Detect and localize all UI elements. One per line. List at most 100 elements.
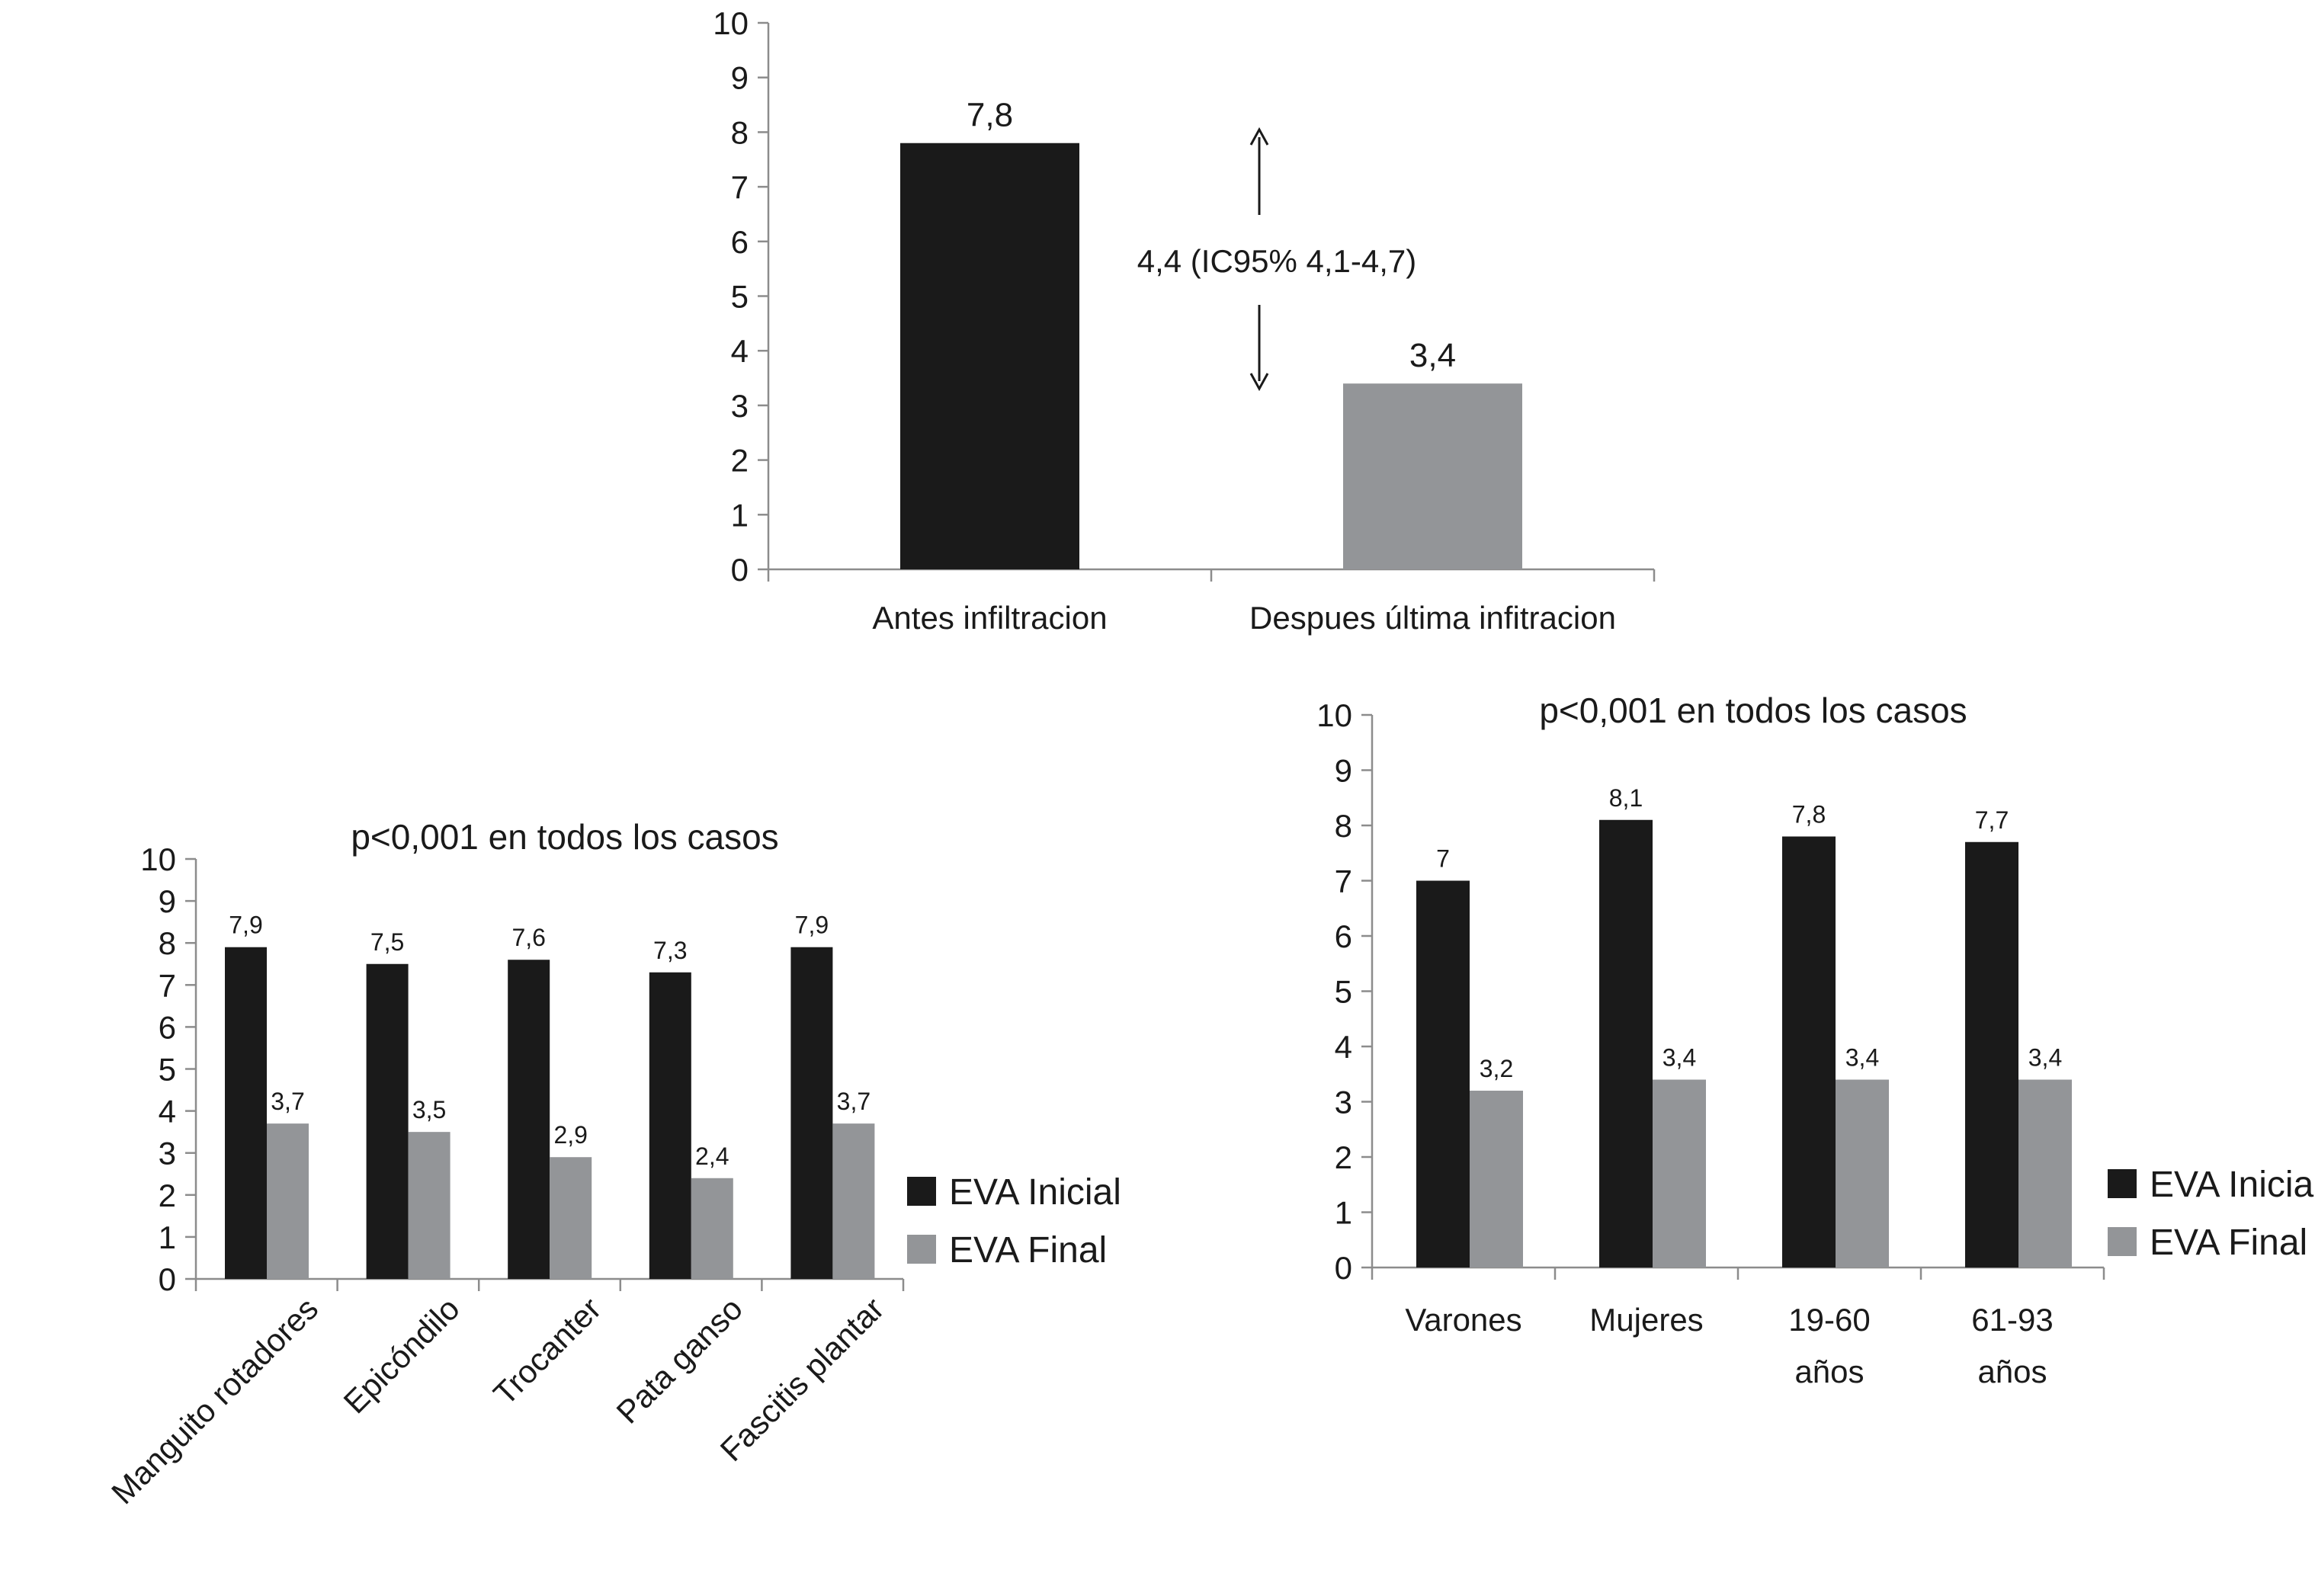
bar-eva-inicial bbox=[649, 972, 691, 1279]
legend-label: EVA Inicial bbox=[2150, 1165, 2315, 1205]
data-label: 7,7 bbox=[1975, 806, 2009, 834]
data-label: 7,5 bbox=[370, 928, 404, 956]
data-label: 3,7 bbox=[837, 1088, 871, 1115]
difference-annotation: 4,4 (IC95% 4,1-4,7) bbox=[1137, 243, 1417, 279]
y-tick-label: 4 bbox=[731, 333, 749, 369]
y-tick-label: 8 bbox=[159, 925, 176, 961]
category-label: Antes infiltracion bbox=[872, 600, 1107, 636]
data-label: 7,9 bbox=[229, 912, 262, 939]
category-label: Epicóndilo bbox=[336, 1290, 466, 1420]
bar-eva-final bbox=[550, 1157, 592, 1279]
data-label: 3,4 bbox=[1409, 337, 1456, 374]
y-tick-label: 2 bbox=[159, 1178, 176, 1213]
bar-eva-final bbox=[408, 1132, 450, 1279]
arrow-down-head bbox=[1249, 373, 1269, 392]
y-tick-label: 9 bbox=[159, 883, 176, 919]
bar-eva-final bbox=[1470, 1091, 1523, 1268]
data-label: 3,7 bbox=[271, 1088, 304, 1115]
category-label: Pata ganso bbox=[609, 1290, 749, 1431]
category-label: años bbox=[1977, 1354, 2047, 1389]
y-tick-label: 2 bbox=[731, 443, 749, 479]
bar-eva-inicial bbox=[225, 947, 267, 1279]
y-tick-label: 6 bbox=[731, 224, 749, 260]
y-tick-label: 1 bbox=[159, 1219, 176, 1255]
y-tick-label: 4 bbox=[1335, 1029, 1352, 1065]
y-tick-label: 5 bbox=[1335, 974, 1352, 1010]
data-label: 2,4 bbox=[695, 1143, 729, 1170]
arrow-up-head bbox=[1249, 127, 1269, 146]
y-tick-label: 1 bbox=[731, 497, 749, 533]
y-tick-label: 3 bbox=[1335, 1085, 1352, 1120]
y-tick-label: 0 bbox=[159, 1261, 176, 1297]
chart-title: p<0,001 en todos los casos bbox=[351, 817, 778, 857]
y-tick-label: 7 bbox=[731, 169, 749, 205]
y-tick-label: 1 bbox=[1335, 1195, 1352, 1231]
legend-swatch bbox=[2108, 1169, 2137, 1198]
y-tick-label: 10 bbox=[713, 5, 749, 41]
bar-eva-final bbox=[2018, 1079, 2072, 1268]
chart-before-after: 0 1 2 3 4 5 6 7 8 9 10 7,8 Antes infiltracion 3,4 Desp… bbox=[713, 5, 1656, 636]
y-tick-label: 3 bbox=[731, 388, 749, 424]
data-label: 3,2 bbox=[1480, 1055, 1513, 1082]
bar-eva-final bbox=[1653, 1079, 1706, 1268]
y-tick-label: 9 bbox=[731, 60, 749, 96]
y-tick-label: 0 bbox=[1335, 1250, 1352, 1286]
bar bbox=[1343, 383, 1522, 569]
y-tick-label: 7 bbox=[1335, 864, 1352, 899]
legend-swatch bbox=[907, 1177, 936, 1206]
legend-swatch bbox=[2108, 1227, 2137, 1256]
y-tick-label: 0 bbox=[731, 552, 749, 588]
y-tick-label: 4 bbox=[159, 1094, 176, 1130]
y-tick-label: 3 bbox=[159, 1136, 176, 1171]
data-label: 7,6 bbox=[511, 924, 545, 951]
bar-eva-final bbox=[1836, 1079, 1889, 1268]
legend-label: EVA Final bbox=[949, 1230, 1107, 1271]
data-label: 3,4 bbox=[1663, 1044, 1696, 1072]
category-label: Varones bbox=[1405, 1302, 1521, 1338]
chart-by-group: 0 1 2 3 4 5 6 7 8 9 10 7 3,2 Varones 8,1 3,4 Mujeres 7,8 3… bbox=[1316, 691, 2315, 1389]
bar bbox=[900, 143, 1079, 570]
bar-eva-inicial bbox=[1599, 819, 1653, 1268]
y-tick-label: 7 bbox=[159, 967, 176, 1003]
legend-label: EVA Final bbox=[2150, 1223, 2307, 1263]
category-label: Trocanter bbox=[486, 1290, 608, 1412]
category-label: Mujeres bbox=[1589, 1302, 1703, 1338]
bar-eva-inicial bbox=[1965, 841, 2018, 1268]
data-label: 7,3 bbox=[653, 937, 687, 964]
y-tick-label: 6 bbox=[159, 1009, 176, 1045]
y-tick-label: 8 bbox=[1335, 808, 1352, 844]
data-label: 7,8 bbox=[967, 97, 1013, 134]
chart-by-location: 0 1 2 3 4 5 6 7 8 9 10 7,9 3,7 Manguito rotadores 7,5 3… bbox=[104, 817, 1121, 1511]
category-label: Manguito rotadores bbox=[104, 1290, 325, 1511]
category-label: 19-60 bbox=[1788, 1302, 1870, 1338]
y-tick-label: 9 bbox=[1335, 753, 1352, 789]
bar-eva-final bbox=[267, 1123, 309, 1279]
legend-swatch bbox=[907, 1235, 936, 1264]
bar-eva-inicial bbox=[1416, 880, 1470, 1268]
data-label: 8,1 bbox=[1609, 784, 1643, 812]
data-label: 3,4 bbox=[1845, 1044, 1879, 1072]
y-tick-label: 2 bbox=[1335, 1139, 1352, 1175]
data-label: 7,9 bbox=[795, 912, 829, 939]
y-tick-label: 10 bbox=[1316, 697, 1352, 733]
data-label: 2,9 bbox=[553, 1121, 587, 1149]
data-label: 3,4 bbox=[2028, 1044, 2062, 1072]
y-tick-label: 10 bbox=[140, 841, 176, 877]
y-tick-label: 5 bbox=[159, 1052, 176, 1088]
category-label: años bbox=[1794, 1354, 1864, 1389]
data-label: 7,8 bbox=[1792, 801, 1826, 828]
bar-eva-inicial bbox=[366, 963, 409, 1279]
category-label: 61-93 bbox=[1971, 1302, 2053, 1338]
bar-eva-inicial bbox=[1782, 836, 1836, 1268]
chart-title: p<0,001 en todos los casos bbox=[1539, 691, 1967, 730]
bar-eva-final bbox=[832, 1123, 875, 1279]
legend-label: EVA Inicial bbox=[949, 1172, 1121, 1213]
y-tick-label: 5 bbox=[731, 279, 749, 315]
bar-eva-inicial bbox=[508, 960, 550, 1279]
data-label: 7 bbox=[1436, 845, 1450, 873]
bar-eva-inicial bbox=[790, 947, 833, 1279]
bar-eva-final bbox=[691, 1178, 733, 1279]
data-label: 3,5 bbox=[412, 1096, 446, 1123]
